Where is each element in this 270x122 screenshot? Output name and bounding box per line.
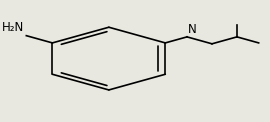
Text: H₂N: H₂N (2, 21, 24, 35)
Text: N: N (188, 23, 197, 36)
